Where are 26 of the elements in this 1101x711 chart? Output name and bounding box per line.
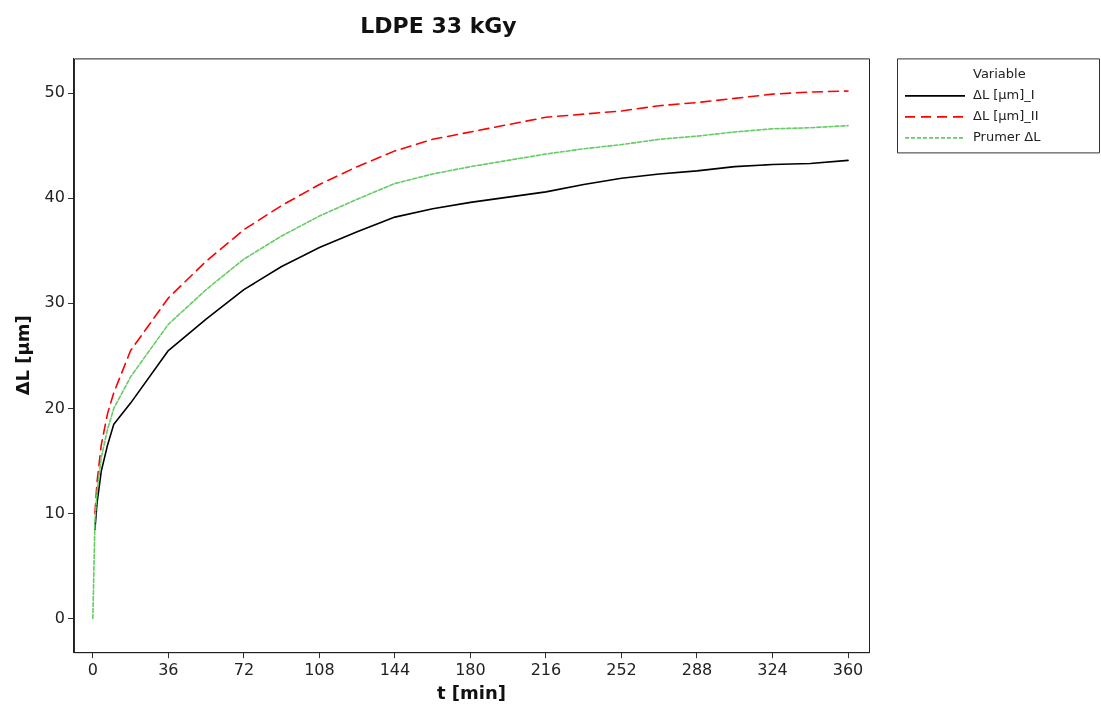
x-tick-label: 360 [832, 659, 864, 679]
y-tick-label: 30 [44, 292, 65, 312]
y-tick-label: 50 [44, 82, 65, 102]
x-axis-title: t [min] [436, 681, 507, 703]
y-tick-label: 0 [54, 607, 65, 627]
y-tick-label: 20 [44, 397, 65, 417]
legend-label: ΔL [µm]_I [973, 87, 1035, 103]
line-series [92, 124, 849, 620]
line-series [94, 90, 849, 515]
legend-label: Prumer ΔL [973, 129, 1042, 145]
x-tick-label: 108 [304, 659, 335, 679]
y-axis-title: ΔL [µm] [12, 315, 34, 396]
x-tick-label: 216 [530, 659, 562, 679]
y-tick-label: 10 [44, 502, 65, 522]
x-tick-label: 324 [757, 659, 788, 679]
x-tick-label: 252 [606, 659, 637, 679]
x-tick-label: 180 [455, 659, 486, 679]
x-tick-label: 72 [233, 659, 255, 679]
chart-title: LDPE 33 kGy [360, 12, 517, 38]
x-tick-label: 288 [681, 659, 713, 679]
legend-title: Variable [973, 66, 1026, 82]
x-tick-label: 0 [87, 659, 98, 679]
y-tick-label: 40 [44, 187, 65, 207]
x-tick-label: 144 [379, 659, 411, 679]
x-tick-label: 36 [158, 659, 179, 679]
legend-label: ΔL [µm]_II [973, 108, 1039, 124]
